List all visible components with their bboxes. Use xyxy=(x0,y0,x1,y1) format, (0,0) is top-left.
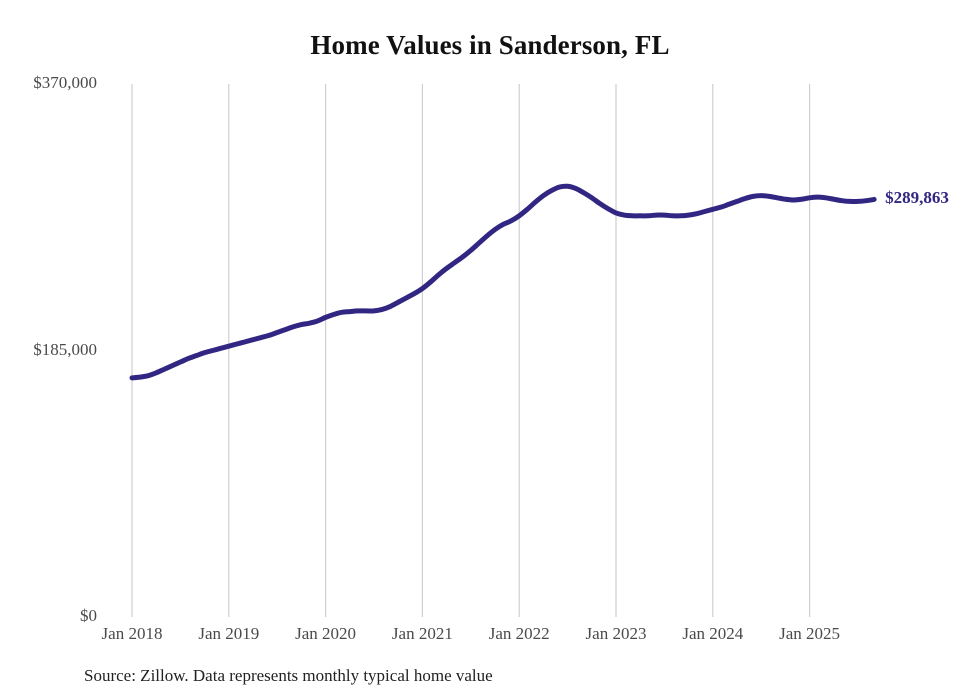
source-note: Source: Zillow. Data represents monthly … xyxy=(84,666,493,685)
x-axis-tick-label: Jan 2022 xyxy=(488,624,550,643)
y-axis-tick-label: $0 xyxy=(80,606,97,625)
x-axis-tick-label: Jan 2018 xyxy=(101,624,163,643)
end-value-label: $289,863 xyxy=(885,188,949,208)
home-value-line xyxy=(129,183,877,381)
x-axis-tick-label: Jan 2019 xyxy=(198,624,260,643)
gridlines-group xyxy=(131,84,811,617)
x-axis-tick-label: Jan 2023 xyxy=(585,624,647,643)
x-axis-tick-label: Jan 2021 xyxy=(391,624,453,643)
x-axis-tick-label: Jan 2020 xyxy=(295,624,357,643)
x-axis-tick-label: Jan 2024 xyxy=(682,624,744,643)
y-axis-tick-label: $185,000 xyxy=(33,339,97,359)
y-axis-labels: $0 $185,000 $370,000 xyxy=(0,0,97,699)
y-axis-tick-label: $370,000 xyxy=(33,73,97,92)
page-title: Home Values in Sanderson, FL xyxy=(310,30,670,60)
x-axis-tick-label: Jan 2025 xyxy=(779,624,841,643)
